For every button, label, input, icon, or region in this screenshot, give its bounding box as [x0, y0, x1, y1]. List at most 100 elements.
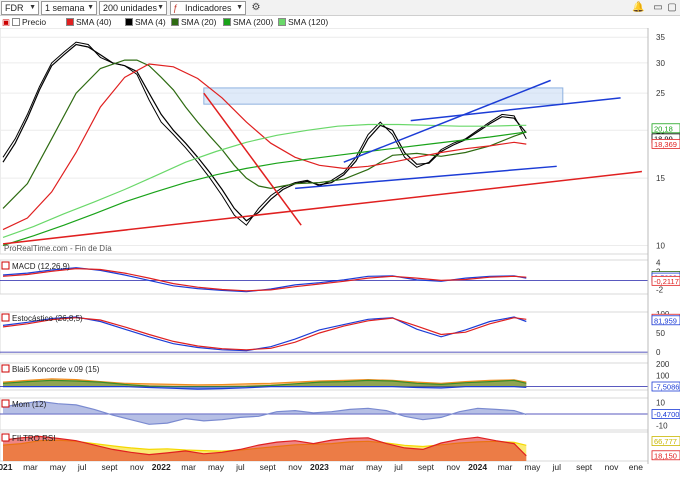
x-tick-label: jul [393, 462, 403, 472]
symbol-value: FDR [5, 3, 24, 13]
trendline [295, 165, 557, 190]
value-label: -7,5086 [654, 383, 679, 392]
x-tick-label: nov [446, 462, 460, 472]
y-tick-label: 10 [656, 399, 665, 408]
series-line-sma120 [2, 123, 527, 238]
x-tick-label: mar [23, 462, 38, 472]
x-tick-label: nov [288, 462, 302, 472]
y-tick-label: 10 [656, 241, 665, 250]
series-line-sma200 [2, 131, 527, 247]
legend-swatch-icon [223, 18, 231, 26]
alert-bell-icon[interactable]: 🔔 [632, 2, 645, 13]
value-label: 18,150 [654, 451, 677, 460]
timeframe-value: 1 semana [45, 3, 85, 13]
value-label: 18,99 [654, 134, 673, 143]
value-label: 66,777 [654, 437, 677, 446]
legend-price[interactable]: Precio [12, 17, 46, 28]
legend-sma-40-label: SMA (40) [76, 17, 112, 27]
y-tick-label: 100 [656, 371, 670, 380]
pane-label: FILTRO RSI [12, 434, 55, 443]
pane-label: Estocástico (26,8,5) [12, 314, 83, 323]
legend-swatch-icon [125, 18, 133, 26]
pane-frame [0, 28, 649, 255]
chevron-down-icon: ▼ [157, 4, 164, 11]
settings-icon[interactable]: ⚙ [251, 2, 261, 13]
pane-frame [0, 259, 649, 295]
units-select[interactable]: 200 unidades ▼ [99, 1, 167, 15]
legend-sma-4[interactable]: SMA (4) [125, 17, 166, 28]
pane-frame [0, 311, 649, 355]
legend-swatch-icon [66, 18, 74, 26]
x-tick-label: sept [418, 462, 435, 472]
trendline [343, 79, 551, 163]
timeframe-select[interactable]: 1 semana ▼ [41, 1, 97, 15]
indicators-button[interactable]: ƒ Indicadores ▼ [170, 1, 246, 15]
x-tick-label: sept [101, 462, 118, 472]
value-label: 81,959 [654, 316, 677, 325]
y-tick-label: 4 [656, 258, 661, 267]
value-label: 18,369 [654, 140, 677, 149]
y-tick-label: 35 [656, 33, 665, 42]
indicators-label: Indicadores [185, 3, 232, 13]
x-tick-label: may [366, 462, 383, 472]
series-line-d [2, 317, 527, 351]
x-tick-label: jul [551, 462, 561, 472]
y-tick-label: 15 [656, 174, 665, 183]
watermark: ProRealTime.com - Fin de Día [4, 244, 112, 253]
indicators-icon: ƒ [173, 3, 179, 13]
pane-label: Blai5 Koncorde v.09 (15) [12, 365, 100, 374]
trendline [410, 97, 621, 122]
indicator-legend: ▣ Precio SMA (40) SMA (4) SMA (20) SMA (… [0, 17, 680, 28]
legend-collapse-icon[interactable]: ▣ [2, 17, 11, 27]
legend-sma-40[interactable]: SMA (40) [66, 17, 111, 28]
value-label-box [651, 381, 680, 392]
pane-collapse-icon [1, 364, 10, 373]
value-label: 20,18 [654, 124, 673, 133]
x-tick-label: 2024 [468, 462, 487, 472]
y-tick-label: 30 [656, 59, 665, 68]
symbol-select[interactable]: FDR ▼ [1, 1, 39, 15]
x-tick-label: 2022 [152, 462, 171, 472]
series-line-green [2, 379, 527, 388]
y-tick-label: 0 [656, 348, 661, 357]
legend-sma-200[interactable]: SMA (200) [223, 17, 273, 28]
value-label: -0,2117 [654, 277, 679, 286]
x-tick-label: 2023 [310, 462, 329, 472]
pane-collapse-icon [1, 399, 10, 408]
x-tick-label: may [524, 462, 541, 472]
window-minimize-icon[interactable]: ▭ [653, 2, 663, 13]
value-label-box [651, 123, 680, 134]
x-tick-label: jul [235, 462, 245, 472]
legend-sma-120[interactable]: SMA (120) [278, 17, 328, 28]
x-tick-label: jul [77, 462, 87, 472]
chevron-down-icon: ▼ [236, 4, 243, 11]
pane-label: MACD (12,26,9) [12, 262, 70, 271]
series-line-sma40 [2, 63, 527, 231]
series-line-brown [2, 378, 527, 386]
y-tick-label: 25 [656, 89, 665, 98]
legend-swatch-icon [278, 18, 286, 26]
y-tick-label: -2 [656, 285, 664, 294]
toolbar: FDR ▼ 1 semana ▼ 200 unidades ▼ ƒ Indica… [0, 0, 680, 16]
pane-label: Mom (12) [12, 400, 47, 409]
x-tick-label: sept [260, 462, 277, 472]
x-tick-label: mar [498, 462, 513, 472]
series-line-filter [2, 435, 527, 457]
series-line-k [2, 316, 527, 352]
legend-sma-20[interactable]: SMA (20) [171, 17, 216, 28]
series-line-blue [3, 386, 527, 390]
legend-sma-4-label: SMA (4) [135, 17, 166, 27]
pane-collapse-icon [1, 433, 10, 442]
legend-sma-120-label: SMA (120) [288, 17, 329, 27]
x-tick-label: sept [576, 462, 593, 472]
chevron-down-icon: ▼ [87, 4, 94, 11]
value-label-box [651, 436, 680, 446]
value-label-box [651, 450, 680, 461]
y-tick-label: -10 [656, 421, 668, 430]
pane-collapse-icon [1, 313, 10, 322]
x-tick-label: may [50, 462, 67, 472]
chart-area[interactable]: 35302520151020,1818,9918,369420-20,86180… [0, 28, 680, 503]
x-tick-label: ene [629, 462, 643, 472]
window-maximize-icon[interactable]: ▢ [667, 2, 677, 13]
x-tick-label: nov [130, 462, 144, 472]
